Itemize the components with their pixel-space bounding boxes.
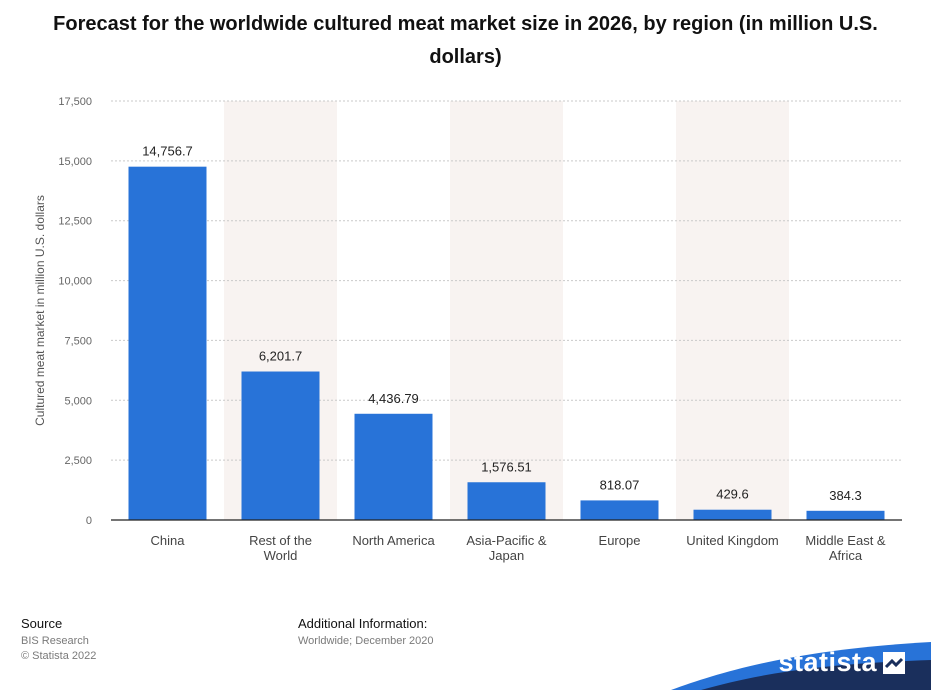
bar bbox=[693, 509, 772, 520]
bar-value-label: 1,576.51 bbox=[481, 459, 532, 474]
bar bbox=[806, 510, 885, 520]
x-tick-label: Rest of the bbox=[249, 533, 312, 548]
bar bbox=[580, 500, 659, 520]
y-tick-label: 10,000 bbox=[58, 276, 92, 288]
x-tick-label: Japan bbox=[489, 548, 524, 563]
chart-title: Forecast for the worldwide cultured meat… bbox=[53, 13, 878, 68]
bar-value-label: 4,436.79 bbox=[368, 391, 419, 406]
x-tick-label: United Kingdom bbox=[686, 533, 779, 548]
bar bbox=[467, 482, 546, 520]
statista-logo[interactable]: statista bbox=[778, 647, 905, 678]
category-band bbox=[450, 101, 563, 520]
x-tick-label: Asia-Pacific & bbox=[466, 533, 547, 548]
bar bbox=[241, 371, 320, 520]
y-axis-title: Cultured meat market in million U.S. dol… bbox=[33, 195, 47, 426]
y-tick-label: 12,500 bbox=[58, 216, 92, 228]
additional-info-heading[interactable]: Additional Information: bbox=[298, 616, 428, 631]
source-heading[interactable]: Source bbox=[21, 616, 63, 631]
copyright-line: © Statista 2022 bbox=[21, 650, 97, 662]
y-tick-label: 5,000 bbox=[64, 395, 92, 407]
x-tick-label: Europe bbox=[599, 533, 641, 548]
bar-value-label: 429.6 bbox=[716, 487, 749, 502]
additional-info-line: Worldwide; December 2020 bbox=[298, 635, 434, 647]
bar-value-label: 818.07 bbox=[600, 477, 640, 492]
brand-band bbox=[671, 642, 931, 690]
x-tick-label: Middle East & bbox=[805, 533, 886, 548]
bar-value-label: 6,201.7 bbox=[259, 349, 302, 364]
bar-value-label: 14,756.7 bbox=[142, 144, 193, 159]
category-band bbox=[676, 101, 789, 520]
y-tick-label: 7,500 bbox=[64, 335, 92, 347]
y-tick-label: 2,500 bbox=[64, 455, 92, 467]
x-tick-label: China bbox=[151, 533, 186, 548]
y-tick-label: 17,500 bbox=[58, 96, 92, 108]
x-tick-label: World bbox=[264, 548, 298, 563]
y-tick-label: 0 bbox=[86, 515, 92, 527]
brand-band-dark bbox=[701, 660, 931, 690]
source-block: Source BIS Research © Statista 2022 bbox=[21, 616, 96, 664]
x-tick-label: North America bbox=[352, 533, 435, 548]
bar bbox=[128, 166, 207, 520]
source-line: BIS Research bbox=[21, 635, 89, 647]
bar-value-label: 384.3 bbox=[829, 488, 862, 503]
statista-logo-icon bbox=[883, 651, 905, 674]
bar bbox=[354, 413, 433, 520]
brand-name: statista bbox=[778, 647, 877, 677]
x-tick-label: Africa bbox=[829, 548, 863, 563]
y-tick-label: 15,000 bbox=[58, 156, 92, 168]
additional-info-block: Additional Information: Worldwide; Decem… bbox=[298, 616, 434, 649]
